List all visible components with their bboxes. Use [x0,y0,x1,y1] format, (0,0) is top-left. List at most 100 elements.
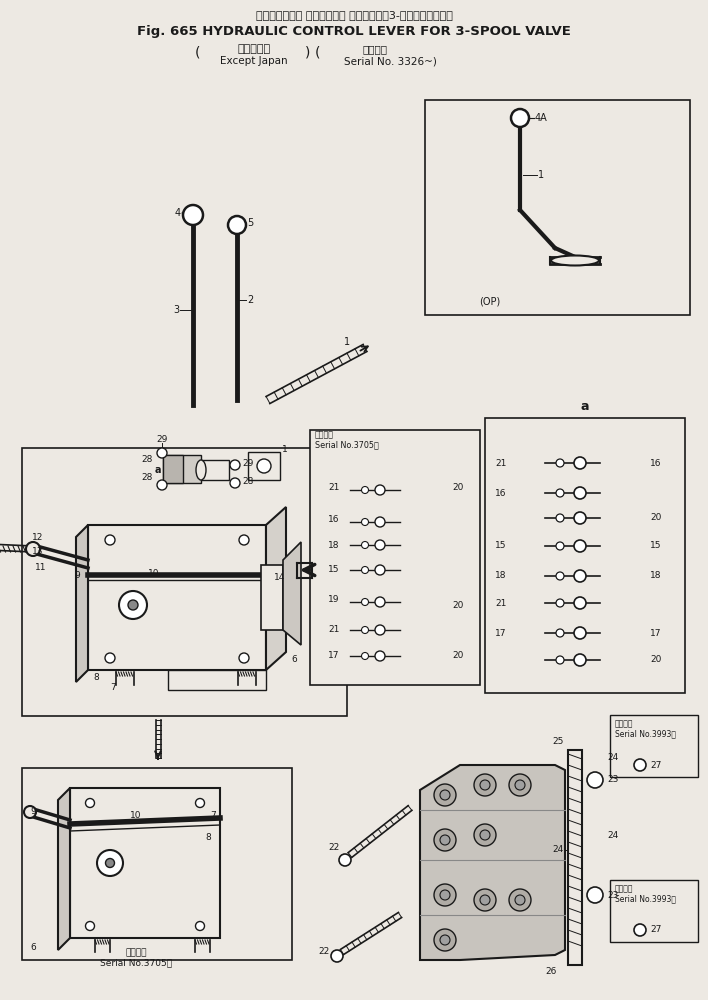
Circle shape [587,772,603,788]
Text: 1: 1 [282,446,287,454]
Text: 7: 7 [110,684,115,692]
Text: 26: 26 [545,968,556,976]
Text: 28: 28 [142,456,153,464]
Polygon shape [283,542,301,645]
Text: 5: 5 [247,218,253,228]
Text: 1: 1 [538,170,544,180]
Circle shape [97,850,123,876]
Circle shape [574,540,586,552]
Text: a: a [581,399,589,412]
Text: 21: 21 [495,598,506,607]
Text: 適用号機
Serial No.3705～: 適用号機 Serial No.3705～ [100,948,172,968]
Circle shape [440,835,450,845]
Text: 27: 27 [650,760,661,770]
Text: 17: 17 [650,629,661,638]
Circle shape [434,784,456,806]
Circle shape [195,798,205,808]
Text: 20: 20 [650,514,661,522]
Circle shape [362,518,368,526]
Circle shape [119,591,147,619]
Text: 2: 2 [247,295,253,305]
Text: 16: 16 [328,516,340,524]
Bar [610,715,698,777]
Circle shape [440,935,450,945]
Circle shape [474,824,496,846]
Circle shape [183,205,203,225]
Text: 18: 18 [650,572,661,580]
Text: 10: 10 [148,568,159,578]
Polygon shape [58,788,70,950]
Text: 21: 21 [328,484,339,492]
Text: 8: 8 [93,674,98,682]
Circle shape [587,887,603,903]
Text: (: ( [195,46,201,60]
Circle shape [239,535,249,545]
Text: 7: 7 [210,810,216,820]
Text: 28: 28 [142,474,153,483]
Polygon shape [76,525,88,682]
Text: 9: 9 [74,570,80,580]
Text: 3: 3 [173,305,179,315]
Bar [163,455,183,483]
Text: 6: 6 [30,944,35,952]
Text: 9: 9 [30,808,35,816]
Text: 23: 23 [607,776,618,784]
Text: 24: 24 [607,830,618,840]
Circle shape [440,890,450,900]
Circle shape [515,780,525,790]
Bar [22,768,292,960]
Circle shape [574,654,586,666]
Bar [248,452,280,480]
Text: 20: 20 [650,656,661,664]
Text: 適用号機: 適用号機 [362,44,387,54]
Circle shape [474,889,496,911]
Text: 21: 21 [328,626,339,635]
Text: 適用号機
Serial No.3705～: 適用号機 Serial No.3705～ [315,430,379,450]
Circle shape [157,448,167,458]
Circle shape [556,629,564,637]
Circle shape [239,653,249,663]
Text: 15: 15 [650,542,661,550]
Text: 18: 18 [328,540,340,550]
Text: 13: 13 [32,548,43,556]
Circle shape [105,535,115,545]
Circle shape [362,598,368,605]
Circle shape [556,599,564,607]
Text: 適用号機
Serial No.3993～: 適用号機 Serial No.3993～ [615,719,676,739]
Bar [310,430,480,685]
Circle shape [257,459,271,473]
Text: (: ( [315,46,321,60]
Circle shape [480,780,490,790]
Text: 19: 19 [328,595,340,604]
Bar [568,750,582,965]
Text: 4A: 4A [535,113,548,123]
Circle shape [157,480,167,490]
Bar [70,788,220,938]
Circle shape [331,950,343,962]
Circle shape [434,929,456,951]
Circle shape [362,566,368,574]
Circle shape [556,514,564,522]
Circle shape [86,798,94,808]
Bar [201,460,229,480]
Text: 22: 22 [319,948,330,956]
Text: 20: 20 [452,600,463,609]
Polygon shape [420,765,565,960]
Circle shape [509,889,531,911]
Text: Except Japan: Except Japan [220,56,288,66]
Bar [88,525,266,670]
Text: 25: 25 [553,738,564,746]
Ellipse shape [551,255,599,265]
Text: 8: 8 [205,834,211,842]
Text: (OP): (OP) [479,297,501,307]
Circle shape [511,109,529,127]
Circle shape [375,517,385,527]
Circle shape [574,597,586,609]
Circle shape [375,651,385,661]
Text: 16: 16 [650,458,661,468]
Text: 17: 17 [495,629,506,638]
Circle shape [556,572,564,580]
Text: 15: 15 [328,566,340,574]
Circle shape [375,625,385,635]
Circle shape [105,653,115,663]
